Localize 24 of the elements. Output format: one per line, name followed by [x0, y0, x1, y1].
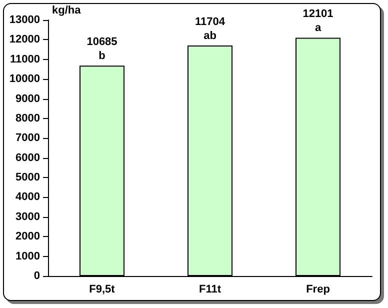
y-tick-label: 11000 — [10, 53, 40, 66]
annotation: a — [314, 22, 322, 34]
y-tick-label: 4000 — [16, 191, 40, 204]
y-tick-label: 8000 — [16, 112, 40, 124]
y-tick-label: 13000 — [9, 14, 40, 26]
data-label: 11704 — [195, 16, 226, 28]
x-tick-label: F11t — [198, 284, 222, 296]
y-tick-label: 12000 — [9, 34, 40, 46]
y-tick-label: 7000 — [16, 132, 40, 144]
annotation: b — [98, 50, 106, 62]
annotation: ab — [204, 30, 217, 42]
y-tick-label: 10000 — [9, 73, 40, 86]
y-tick-label: 0 — [34, 270, 40, 282]
data-label: 10685 — [86, 36, 118, 48]
y-axis-title: kg/ha — [52, 4, 82, 16]
y-tick-label: 9000 — [16, 92, 40, 105]
x-tick-label: Frep — [306, 284, 330, 296]
y-tick-label: 1000 — [16, 250, 40, 262]
y-tick-label: 6000 — [16, 152, 40, 164]
data-label: 12101 — [302, 8, 334, 20]
y-tick-label: 5000 — [16, 172, 40, 184]
x-tick-label: F9,5t — [89, 284, 116, 296]
y-tick-label: 3000 — [16, 210, 40, 223]
y-tick-label: 2000 — [16, 230, 40, 243]
